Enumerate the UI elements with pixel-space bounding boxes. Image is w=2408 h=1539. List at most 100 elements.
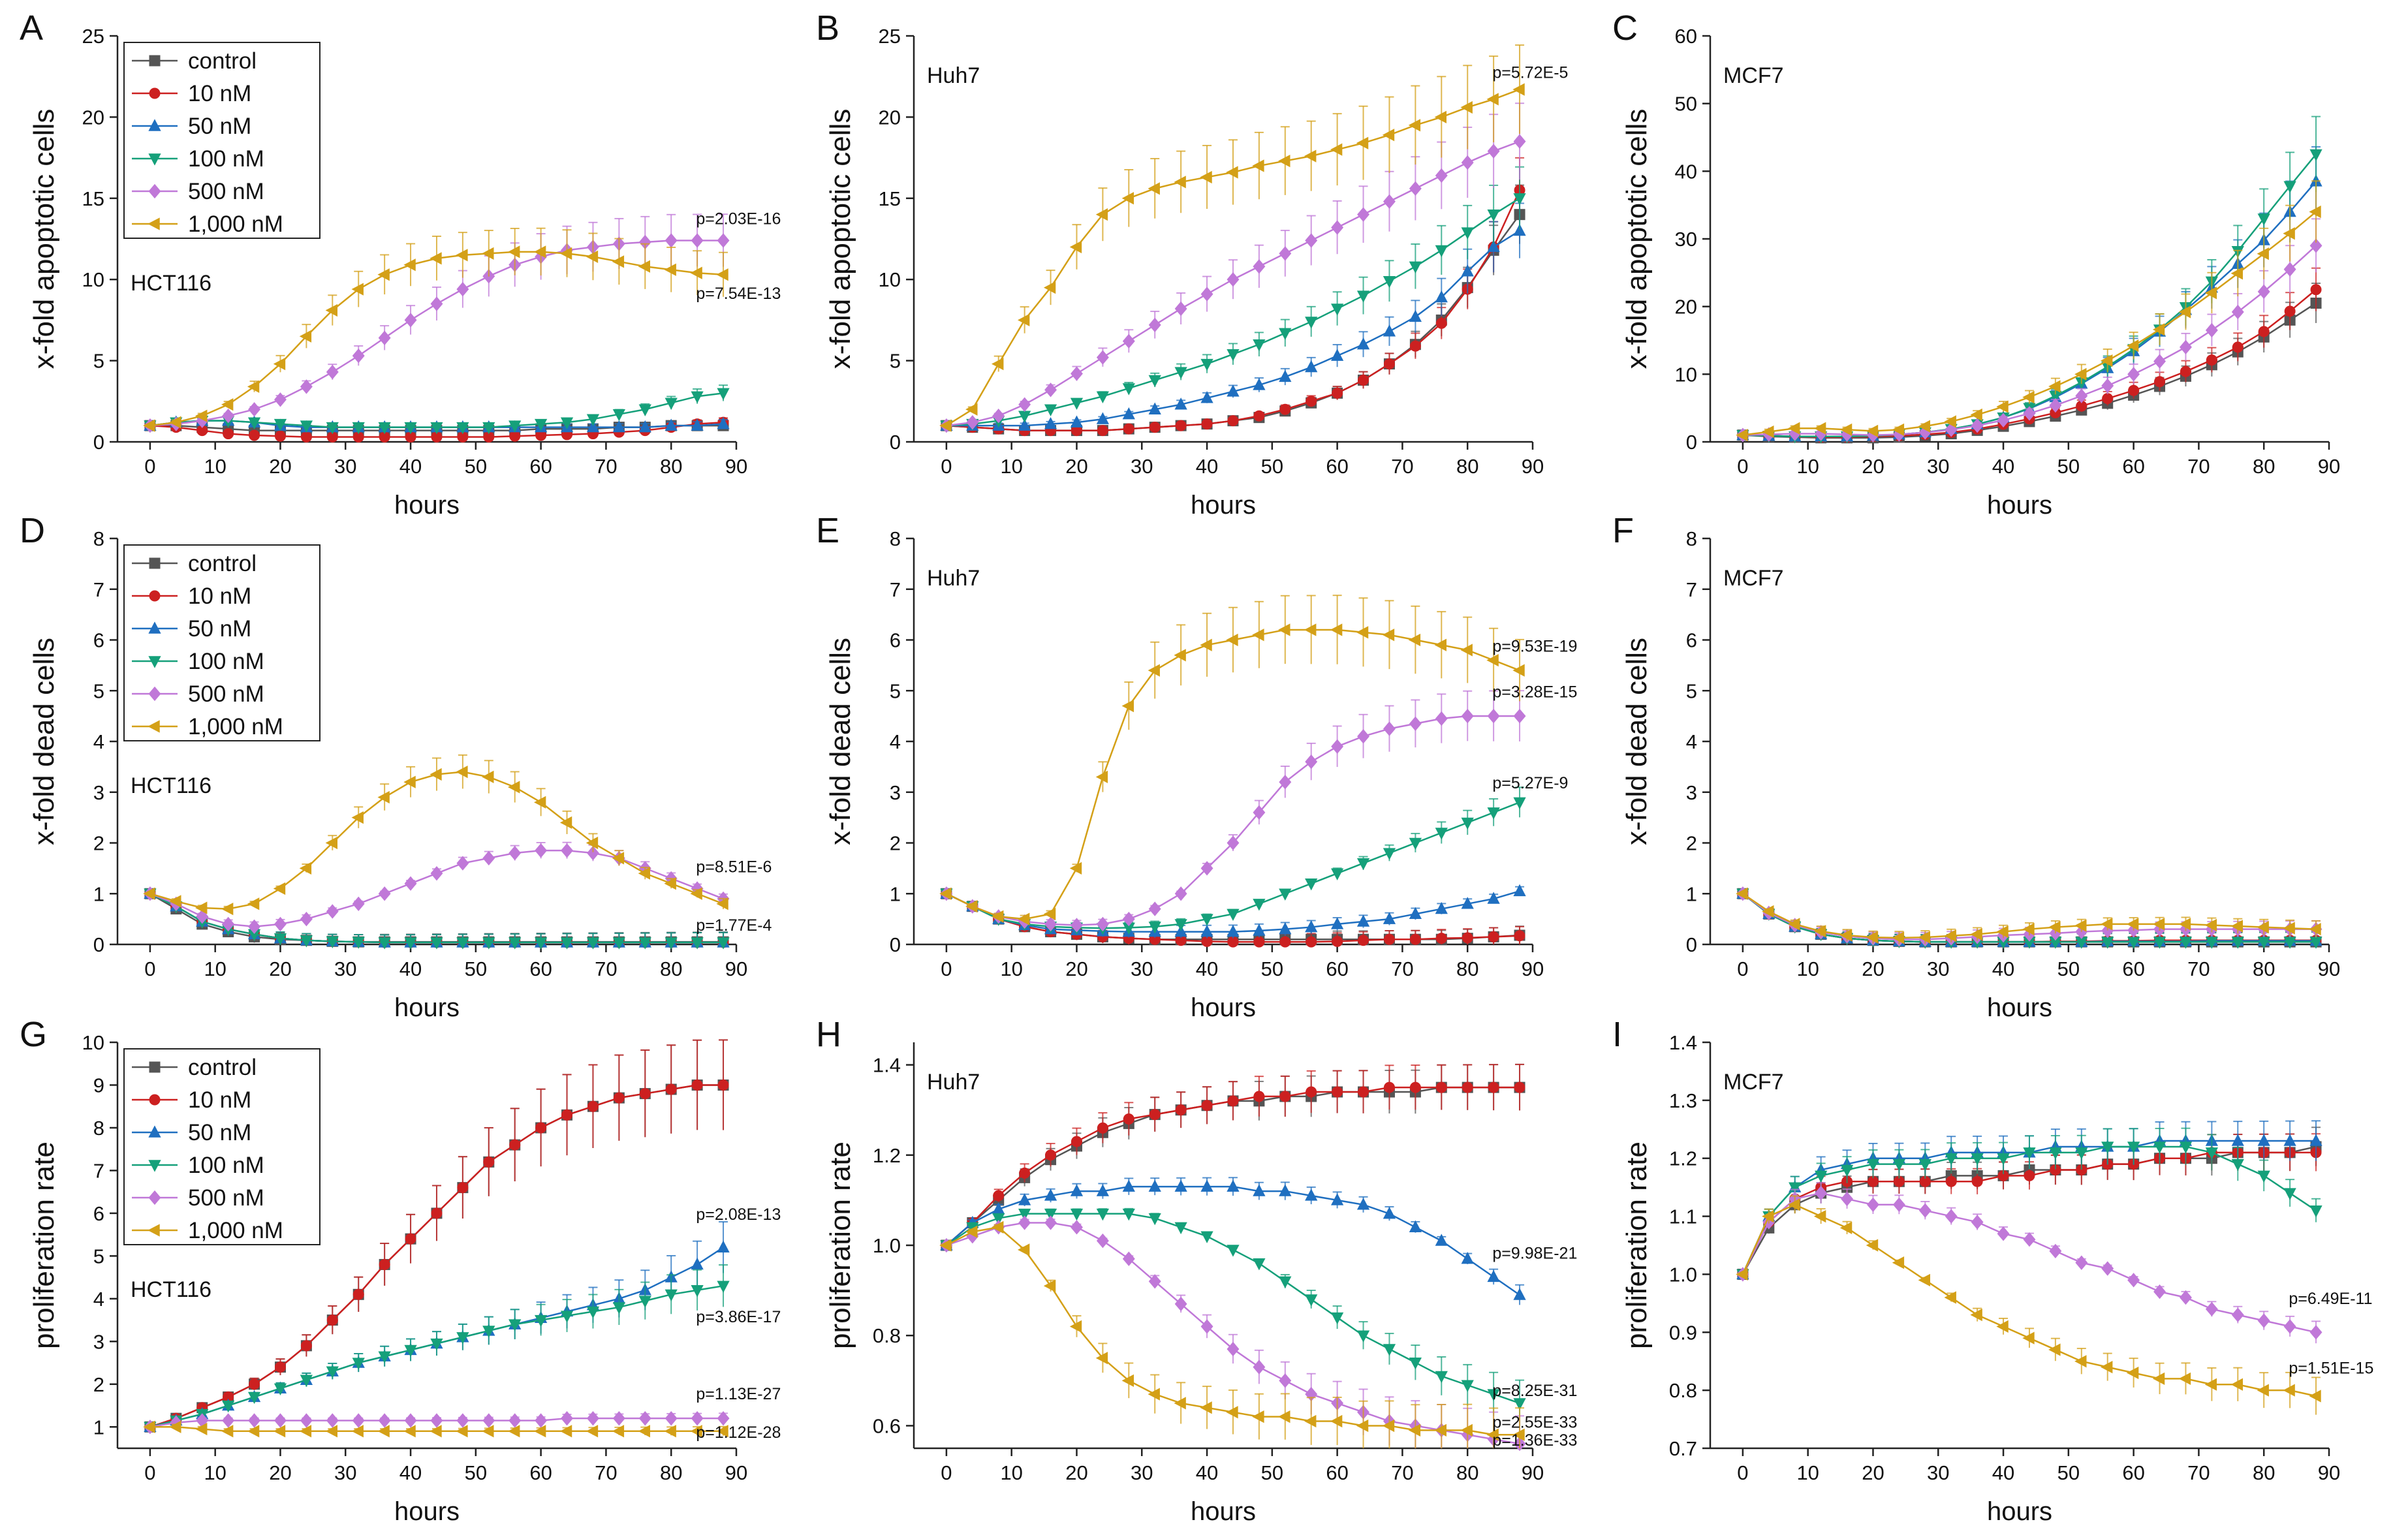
- data-point: [1121, 192, 1134, 205]
- data-point: [1175, 420, 1187, 431]
- data-point: [2232, 341, 2244, 353]
- data-point: [1227, 909, 1240, 922]
- x-tick-label: 20: [1065, 455, 1087, 478]
- series-1-000-nm: [143, 1420, 728, 1438]
- data-point: [1278, 1410, 1290, 1423]
- panel-letter: D: [20, 511, 45, 550]
- y-tick-label: 5: [890, 350, 901, 373]
- data-point: [2309, 1325, 2322, 1340]
- x-tick-label: 10: [1796, 455, 1819, 478]
- data-point: [535, 418, 548, 431]
- legend-label: 10 nM: [188, 81, 251, 106]
- legend-marker: [148, 183, 161, 199]
- data-point: [1279, 888, 1292, 901]
- data-point: [691, 1410, 704, 1426]
- data-point: [1409, 1081, 1421, 1093]
- x-tick-label: 0: [941, 957, 952, 980]
- data-point: [2204, 287, 2217, 300]
- data-point: [482, 1326, 495, 1338]
- panel-letter: E: [816, 511, 839, 550]
- x-tick-label: 80: [1456, 455, 1478, 478]
- data-point: [1227, 272, 1240, 287]
- legend-marker: [148, 1160, 161, 1172]
- x-tick-label: 30: [334, 1461, 356, 1484]
- data-point: [482, 1425, 494, 1438]
- y-tick-label: 7: [93, 1159, 104, 1182]
- x-tick-label: 0: [941, 1461, 952, 1484]
- data-point: [690, 1425, 702, 1438]
- data-point: [1305, 317, 1318, 329]
- x-tick-label: 50: [1261, 957, 1283, 980]
- legend-label: control: [188, 1055, 257, 1080]
- data-point: [221, 1425, 234, 1438]
- data-point: [1174, 1179, 1187, 1192]
- legend-label: 500 nM: [188, 1185, 264, 1211]
- data-point: [586, 1425, 599, 1438]
- data-point: [1434, 1423, 1446, 1437]
- data-point: [1945, 1209, 1958, 1224]
- data-point: [1383, 275, 1396, 288]
- data-point: [1253, 805, 1266, 820]
- data-point: [249, 1378, 260, 1390]
- data-point: [2178, 305, 2191, 319]
- data-point: [1513, 708, 1526, 724]
- data-point: [665, 1289, 678, 1301]
- y-tick-label: 7: [93, 578, 104, 601]
- data-point: [2128, 384, 2140, 396]
- data-point: [1174, 886, 1187, 901]
- data-point: [326, 1413, 339, 1428]
- data-point: [2154, 376, 2166, 388]
- panel-title: MCF7: [1723, 1070, 1784, 1095]
- x-tick-label: 30: [1131, 957, 1153, 980]
- x-tick-label: 90: [725, 1461, 747, 1484]
- data-point: [2127, 1142, 2140, 1154]
- data-point: [1512, 664, 1525, 677]
- data-point: [508, 420, 522, 433]
- panel-title: HCT116: [131, 773, 211, 798]
- legend-label: 1,000 nM: [188, 1218, 283, 1243]
- data-point: [247, 1391, 261, 1405]
- x-tick-label: 30: [1927, 957, 1949, 980]
- panel-letter: C: [1612, 8, 1638, 48]
- data-point: [1892, 1158, 1906, 1172]
- data-point: [300, 935, 313, 948]
- p-value-annotation: p=3.86E-17: [696, 1308, 781, 1326]
- data-point: [1330, 1414, 1343, 1428]
- data-point: [1514, 1081, 1525, 1093]
- data-point: [1513, 884, 1526, 897]
- data-point: [1996, 925, 2009, 939]
- data-point: [560, 937, 574, 950]
- data-point: [1226, 166, 1238, 179]
- x-axis-label: hours: [1987, 993, 2052, 1022]
- data-point: [665, 233, 678, 248]
- data-point: [717, 1281, 730, 1293]
- data-point: [1409, 181, 1422, 196]
- y-tick-label: 6: [93, 1202, 104, 1225]
- data-point: [1253, 259, 1266, 274]
- x-tick-label: 10: [204, 957, 226, 980]
- data-point: [2126, 918, 2139, 931]
- data-point: [1487, 209, 1500, 222]
- data-point: [2101, 918, 2113, 931]
- data-point: [1409, 340, 1421, 352]
- data-point: [2283, 227, 2295, 240]
- y-tick-label: 7: [890, 578, 901, 601]
- p-value-annotation: p=5.27E-9: [1492, 774, 1568, 792]
- data-point: [508, 845, 522, 861]
- data-point: [2257, 1170, 2270, 1183]
- x-tick-label: 60: [2122, 455, 2144, 478]
- data-point: [1460, 644, 1473, 657]
- data-point: [1200, 638, 1212, 651]
- data-point: [1305, 878, 1318, 891]
- data-point: [1149, 1109, 1161, 1121]
- data-point: [195, 409, 208, 422]
- data-point: [535, 1122, 547, 1134]
- data-point: [1018, 418, 1031, 431]
- series-500-nm: [1736, 218, 2322, 443]
- data-point: [1175, 1104, 1187, 1116]
- x-axis-label: hours: [1987, 491, 2052, 520]
- x-tick-label: 90: [2318, 1461, 2340, 1484]
- data-point: [2205, 322, 2218, 338]
- data-point: [378, 330, 391, 345]
- data-point: [1018, 1215, 1031, 1230]
